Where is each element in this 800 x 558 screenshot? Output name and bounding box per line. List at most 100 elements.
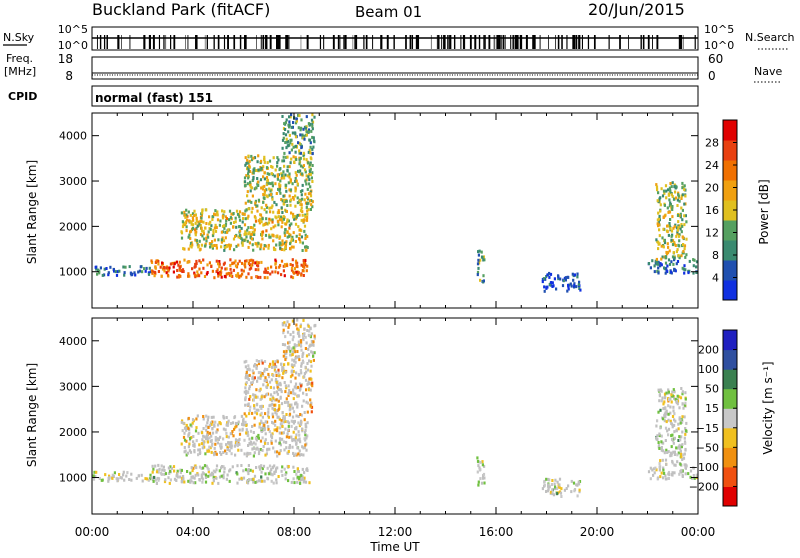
echo-cell: [246, 190, 249, 194]
echo-cell: [284, 120, 287, 124]
echo-cell: [198, 267, 201, 271]
echo-cell: [312, 343, 315, 347]
echo-cell: [657, 221, 660, 224]
echo-cell: [283, 248, 286, 252]
echo-cell: [157, 270, 160, 273]
echo-cell: [152, 479, 155, 483]
colorbar-segment: [723, 447, 737, 468]
echo-cell: [215, 430, 218, 434]
echo-cell: [286, 346, 289, 349]
echo-cell: [259, 247, 262, 251]
echo-cell: [659, 475, 662, 479]
echo-cell: [297, 452, 300, 456]
echo-cell: [268, 364, 271, 368]
echo-cell: [290, 424, 293, 428]
echo-cell: [199, 233, 203, 236]
echo-cell: [306, 329, 309, 332]
echo-cell: [230, 422, 233, 425]
echo-cell: [305, 341, 308, 345]
echo-cell: [573, 273, 576, 277]
echo-cell: [270, 218, 273, 222]
echo-cell: [251, 226, 255, 230]
echo-cell: [188, 431, 191, 435]
echo-cell: [284, 358, 287, 361]
echo-cell: [306, 212, 309, 216]
echo-cell: [285, 413, 288, 416]
echo-cell: [138, 269, 141, 273]
echo-cell: [222, 451, 225, 454]
echo-cell: [264, 472, 267, 476]
echo-cell: [288, 403, 291, 407]
echo-cell: [153, 475, 156, 479]
echo-cell: [657, 242, 660, 246]
echo-cell: [304, 245, 307, 249]
echo-cell: [277, 215, 280, 219]
echo-cell: [286, 432, 289, 436]
echo-cell: [286, 420, 289, 424]
echo-cell: [301, 210, 304, 214]
echo-cell: [122, 265, 125, 269]
echo-cell: [292, 477, 295, 481]
echo-cell: [277, 407, 280, 411]
echo-cell: [128, 478, 131, 481]
echo-cell: [294, 171, 297, 175]
echo-cell: [281, 343, 285, 346]
y-tick-label: 4000: [59, 130, 87, 143]
echo-cell: [189, 237, 192, 240]
echo-cell: [249, 468, 252, 472]
echo-cell: [243, 180, 247, 184]
echo-cell: [662, 449, 665, 453]
echo-cell: [254, 436, 258, 440]
echo-cell: [179, 475, 182, 479]
echo-cell: [306, 187, 309, 191]
echo-cell: [554, 485, 557, 489]
echo-cell: [268, 472, 271, 476]
echo-cell: [204, 244, 207, 248]
echo-cell: [229, 432, 232, 436]
echo-cell: [208, 242, 211, 245]
echo-cell: [256, 177, 259, 180]
echo-cell: [192, 226, 195, 230]
echo-cell: [107, 479, 110, 483]
echo-cell: [296, 213, 299, 217]
echo-cell: [135, 476, 138, 480]
echo-cell: [253, 404, 256, 408]
echo-cell: [277, 187, 280, 191]
echo-cell: [295, 234, 298, 238]
echo-cell: [664, 474, 667, 478]
echo-cell: [683, 415, 686, 419]
echo-cell: [261, 185, 264, 189]
echo-cell: [199, 260, 202, 264]
echo-cell: [666, 270, 669, 274]
echo-cell: [674, 463, 677, 467]
echo-cell: [292, 270, 295, 274]
echo-cell: [181, 220, 184, 224]
echo-cell: [250, 186, 253, 190]
echo-cell: [257, 154, 260, 158]
echo-cell: [678, 214, 681, 218]
colorbar-frame: [722, 329, 738, 507]
echo-cell: [659, 203, 662, 207]
echo-cell: [305, 174, 308, 178]
echo-cell: [208, 431, 212, 435]
echo-cell: [287, 392, 290, 395]
echo-cell: [301, 183, 304, 187]
echo-cell: [678, 435, 681, 439]
echo-cell: [257, 436, 260, 440]
echo-cell: [184, 425, 187, 429]
echo-cell: [234, 438, 238, 442]
echo-cell: [309, 369, 312, 373]
echo-cell: [292, 155, 295, 159]
echo-cell: [226, 230, 229, 234]
echo-cell: [225, 435, 228, 439]
echo-cell: [241, 220, 244, 224]
echo-cell: [692, 474, 695, 477]
echo-cell: [560, 495, 563, 498]
echo-cell: [277, 271, 280, 275]
echo-cell: [298, 233, 301, 237]
echo-cell: [276, 466, 279, 470]
echo-cell: [241, 272, 244, 276]
echo-cell: [250, 237, 254, 241]
echo-cell: [271, 365, 274, 369]
